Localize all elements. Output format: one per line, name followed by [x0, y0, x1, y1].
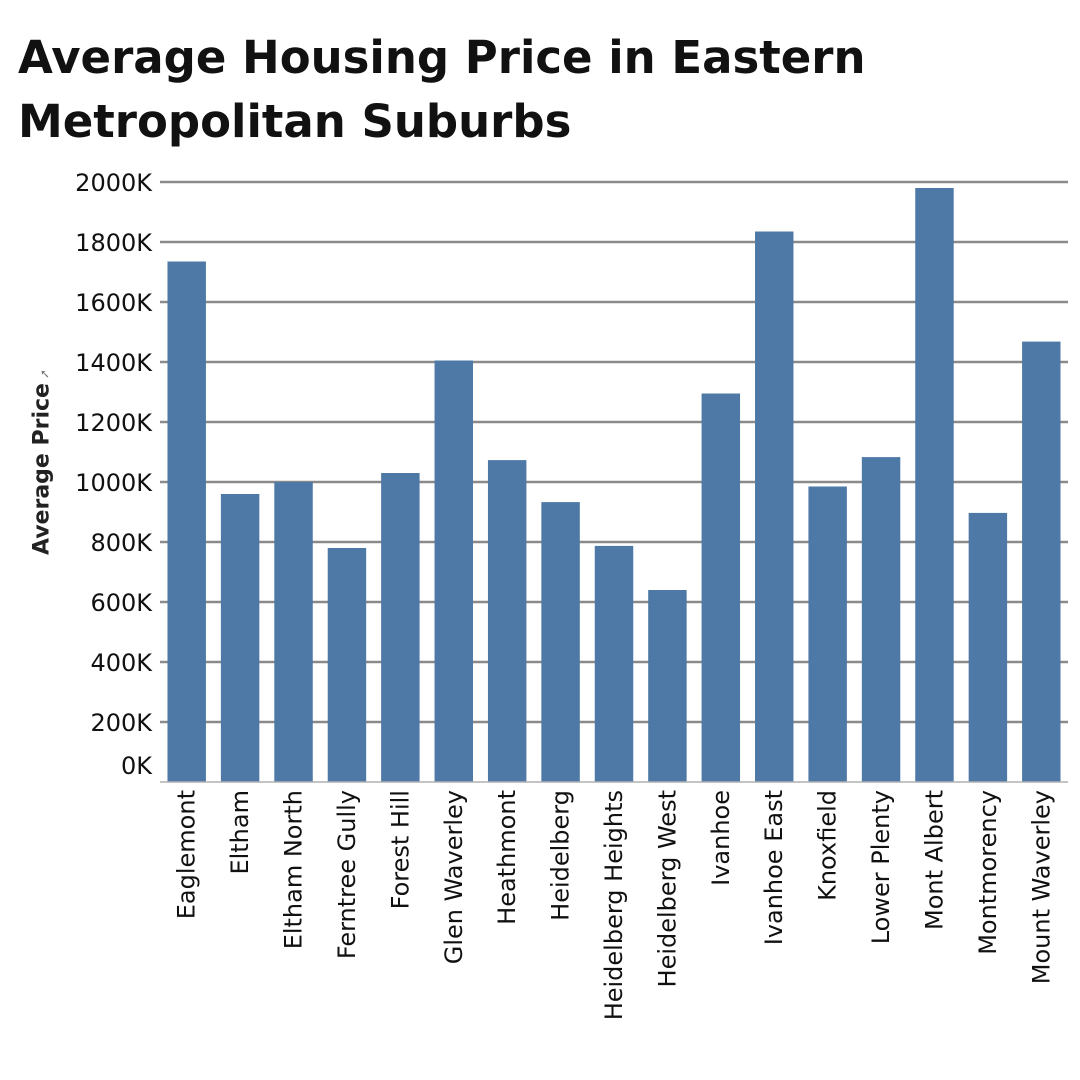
bar[interactable] [381, 473, 420, 782]
bars [167, 188, 1061, 783]
x-tick-label: Heidelberg West [653, 790, 681, 987]
bar[interactable] [861, 457, 901, 782]
bar[interactable] [274, 482, 313, 782]
bar[interactable] [808, 486, 847, 783]
bar[interactable] [167, 261, 206, 783]
bar[interactable] [327, 548, 367, 782]
y-tick-label: 1000K [75, 469, 153, 497]
bar[interactable] [968, 512, 1008, 782]
bar[interactable] [434, 360, 473, 783]
x-tick-label: Eltham North [280, 790, 308, 949]
x-tick-label: Heidelberg Heights [600, 790, 628, 1020]
bar[interactable] [594, 545, 634, 782]
x-tick-label: Glen Waverley [440, 790, 468, 964]
chart-title: Average Housing Price in Eastern Metropo… [18, 31, 866, 148]
x-tick-label: Ivanhoe [707, 790, 735, 886]
x-tick-label: Forest Hill [386, 790, 414, 909]
x-tick-label: Mount Waverley [1027, 790, 1055, 984]
y-tick-label: 1400K [75, 349, 153, 377]
x-tick-label: Montmorency [974, 790, 1002, 955]
bar[interactable] [541, 502, 580, 782]
bar[interactable] [701, 393, 741, 783]
x-tick-label: Heathmont [493, 790, 521, 925]
bar[interactable] [487, 460, 527, 782]
y-tick-label: 1200K [75, 409, 153, 437]
y-axis-ticks: 0K 200K 400K 600K 800K 1000K 1200K 1400K 1600K 18… [75, 169, 153, 780]
y-tick-label: 600K [90, 589, 153, 617]
bar[interactable] [915, 188, 954, 782]
y-tick-label: 1600K [75, 289, 153, 317]
x-tick-label: Ivanhoe East [760, 790, 788, 945]
bar[interactable] [755, 231, 794, 783]
x-tick-label: Lower Plenty [867, 790, 895, 944]
y-tick-label: 1800K [75, 229, 153, 257]
x-tick-label: Eaglemont [173, 790, 201, 919]
bar[interactable] [1022, 341, 1061, 782]
bar[interactable] [648, 590, 687, 782]
x-tick-label: Mont Albert [920, 790, 948, 930]
y-tick-label: 0K [121, 752, 153, 780]
x-axis-ticks: Eaglemont Eltham Eltham North Ferntree Gull… [173, 790, 1056, 1020]
y-tick-label: 200K [90, 709, 153, 737]
x-tick-label: Eltham [226, 790, 254, 875]
y-tick-label: 800K [90, 529, 153, 557]
y-tick-label: 2000K [75, 169, 153, 197]
x-tick-label: Ferntree Gully [333, 790, 361, 959]
x-tick-label: Heidelberg [547, 790, 575, 921]
y-tick-label: 400K [90, 649, 153, 677]
x-tick-label: Knoxfield [814, 790, 842, 901]
bar[interactable] [220, 494, 260, 782]
